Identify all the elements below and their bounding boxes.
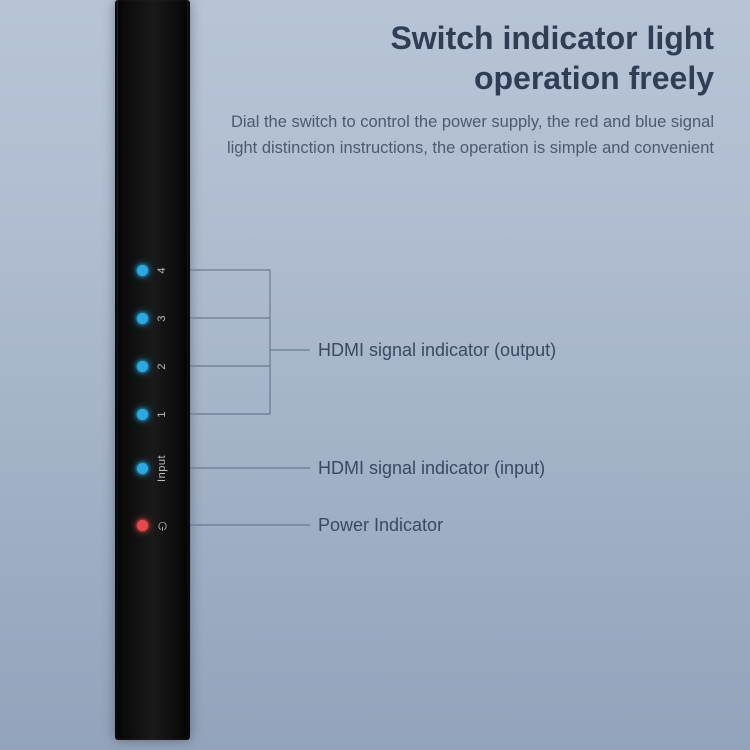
led-row-out1: 1 [115,392,190,436]
led-label-out2: 2 [156,363,168,370]
led-label-out3: 3 [156,315,168,322]
heading-line-2: operation freely [244,58,714,98]
led-row-out4: 4 [115,248,190,292]
callout-line-output [190,270,310,414]
led-label-out1: 1 [156,411,168,418]
led-dot-out2 [137,361,148,372]
led-row-power: ⏻ [115,503,190,547]
led-label-out4: 4 [156,267,168,274]
callout-label-power: Power Indicator [318,515,443,536]
heading-block: Switch indicator light operation freely [244,18,714,98]
led-label-input: Input [156,455,168,482]
callout-label-output: HDMI signal indicator (output) [318,340,556,361]
subtext-body: Dial the switch to control the power sup… [224,110,714,161]
led-row-out3: 3 [115,296,190,340]
led-label-power: ⏻ [156,519,168,531]
led-dot-input [137,463,148,474]
led-dot-out1 [137,409,148,420]
led-dot-out4 [137,265,148,276]
led-dot-out3 [137,313,148,324]
subtext-block: Dial the switch to control the power sup… [224,110,714,161]
heading-line-1: Switch indicator light [244,18,714,58]
led-row-out2: 2 [115,344,190,388]
led-row-input: Input [115,446,190,490]
led-dot-power [137,520,148,531]
callout-label-input: HDMI signal indicator (input) [318,458,545,479]
